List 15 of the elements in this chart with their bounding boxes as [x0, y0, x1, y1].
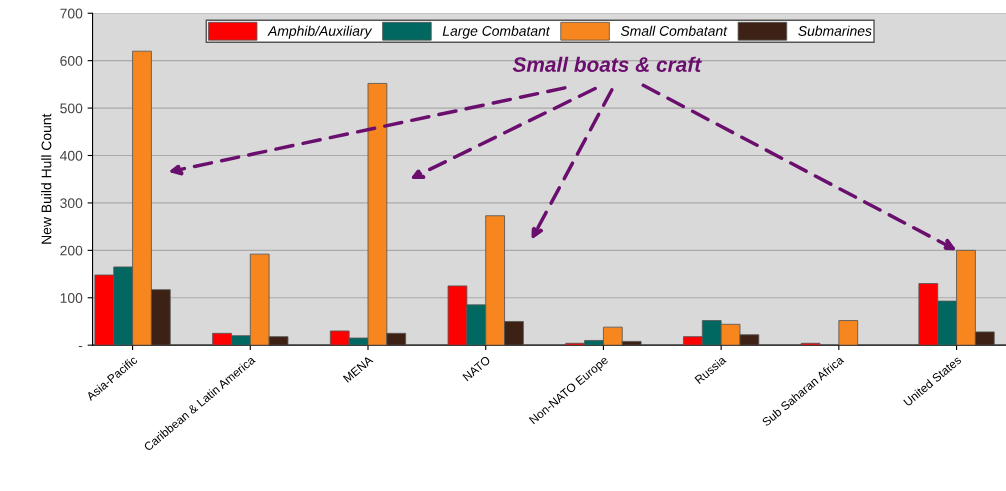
legend-label: Small Combatant	[620, 25, 728, 36]
legend-label: Submarines	[798, 25, 872, 36]
annotation: Small boats & craft	[512, 56, 702, 72]
bar	[838, 320, 859, 346]
y-axis-title: New Build Hull Count	[41, 113, 52, 244]
y-tick-label: 200	[60, 245, 83, 256]
y-tick-label: 700	[60, 8, 83, 19]
y-tick-label: 500	[60, 103, 83, 114]
y-tick-label: 300	[60, 198, 83, 209]
legend-label: Amphib/Auxiliary	[267, 25, 373, 39]
y-tick-label: -	[78, 345, 83, 348]
y-tick-label: 600	[60, 56, 83, 66]
y-tick-label: 400	[59, 150, 83, 161]
y-tick-label: 100	[60, 293, 83, 303]
legend-label: Large Combatant	[442, 25, 551, 39]
